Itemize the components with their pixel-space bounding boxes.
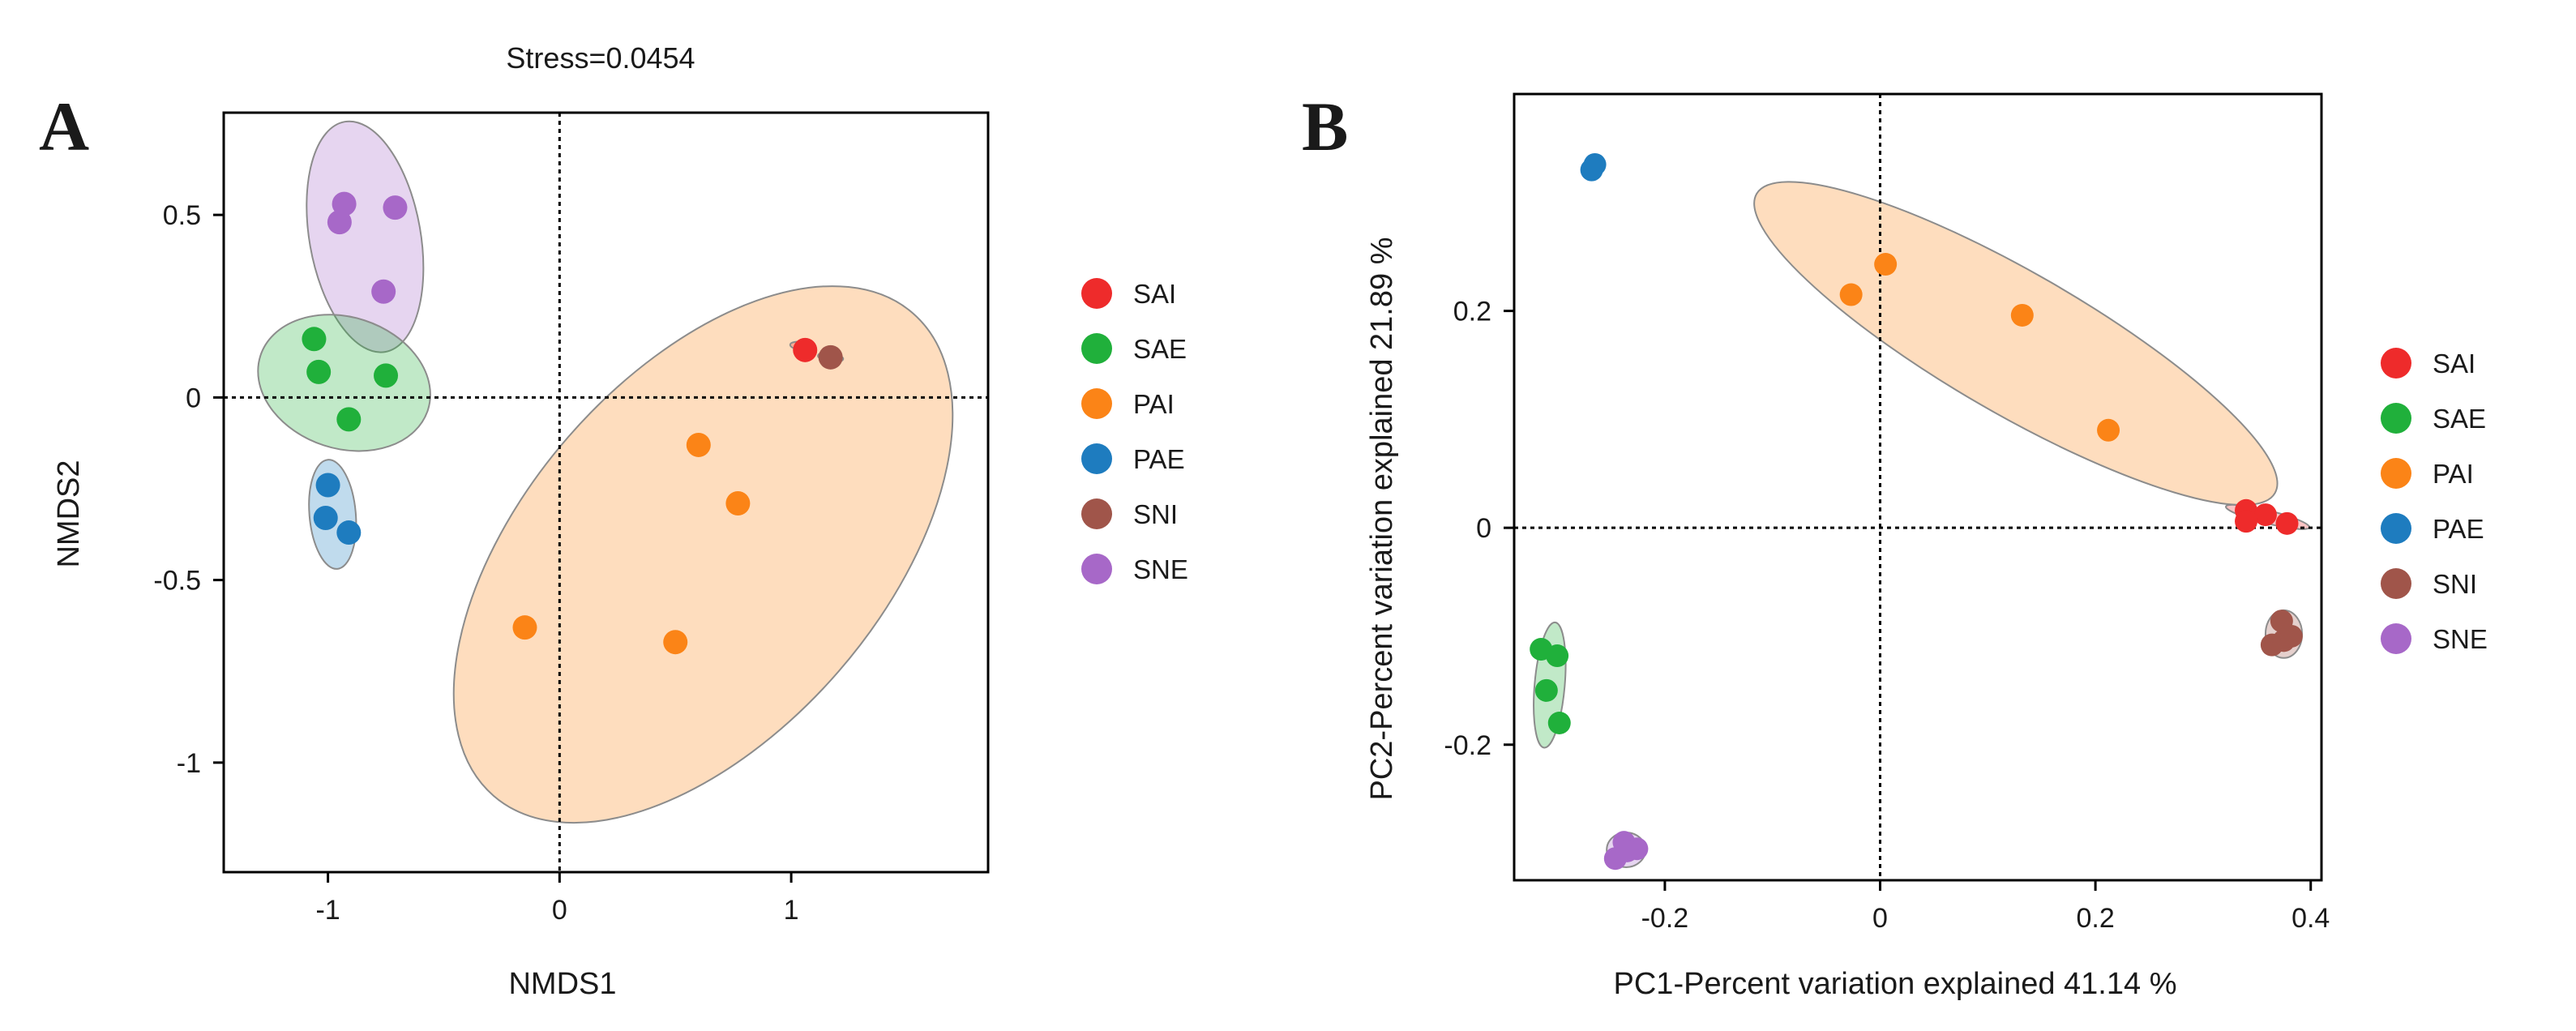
panel-b-point-sni-4 — [2279, 624, 2303, 648]
panel-b: B -0.2 0 0.2 0.4 0.2 0 -0.2 PC1-Percent variat… — [1302, 88, 2488, 1001]
panel-b-point-pai-4 — [2097, 418, 2120, 442]
panel-a-point-pae-3 — [336, 520, 362, 545]
panel-a-point-sae-4 — [336, 407, 362, 432]
panel-b-legend-marker-sai — [2381, 348, 2411, 379]
panel-a-point-sae-1 — [302, 327, 327, 352]
panel-b-letter: B — [1302, 88, 1348, 165]
panel-a-point-sne-4 — [371, 279, 396, 304]
panel-a-ellipse-pai — [452, 285, 954, 824]
panel-a-legend-marker-sni — [1081, 498, 1112, 529]
panel-b-legend-label-sne: SNE — [2433, 624, 2488, 654]
panel-b-ellipse-pai — [1753, 181, 2279, 507]
panel-a-x-tick-label: 1 — [784, 895, 799, 926]
panel-b-point-pai-1 — [1839, 283, 1863, 306]
panel-a-point-pae-2 — [313, 506, 338, 531]
panel-b-point-pai-2 — [1874, 253, 1898, 276]
panel-a-legend-marker-sne — [1081, 554, 1112, 584]
panel-a-legend: SAI SAE PAI PAE SNI SNE — [1081, 278, 1188, 584]
panel-b-x-tick-label: 0.4 — [2291, 903, 2330, 934]
panel-a-point-pae-1 — [315, 473, 340, 498]
panel-b-point-sae-2 — [1546, 644, 1569, 668]
panel-b-legend-label-sni: SNI — [2433, 569, 2477, 599]
panel-a-title: Stress=0.0454 — [506, 41, 695, 75]
panel-a-legend-marker-pae — [1081, 443, 1112, 474]
panel-b-x-tick-label: -0.2 — [1641, 903, 1689, 934]
panel-a: A Stress=0.0454 -1 0 1 0.5 0 -0.5 -1 NMDS1 NMD… — [39, 41, 1188, 1001]
panel-b-y-axis-label: PC2-Percent variation explained 21.89 % — [1365, 237, 1399, 801]
panel-b-legend-label-sai: SAI — [2433, 349, 2475, 379]
panel-b-legend-marker-pae — [2381, 513, 2411, 544]
panel-b-legend-marker-sae — [2381, 403, 2411, 434]
panel-a-legend-label-pai: PAI — [1133, 389, 1175, 419]
panel-a-legend-marker-pai — [1081, 388, 1112, 419]
panel-b-legend-label-pai: PAI — [2433, 459, 2474, 489]
panel-b-legend-marker-sni — [2381, 568, 2411, 599]
panel-b-point-pai-3 — [2010, 303, 2034, 327]
panel-a-point-pai-4 — [663, 630, 688, 655]
panel-a-legend-label-sae: SAE — [1133, 334, 1187, 364]
panel-a-legend-label-pae: PAE — [1133, 444, 1185, 474]
panel-b-plot-area: -0.2 0 0.2 0.4 0.2 0 -0.2 — [1444, 92, 2330, 934]
panel-b-legend-label-sae: SAE — [2433, 404, 2486, 434]
panel-a-plot-frame — [222, 111, 990, 874]
panel-b-point-sai-3 — [2275, 511, 2299, 535]
panel-b-legend-label-pae: PAE — [2433, 514, 2484, 544]
panel-a-ellipse-sae — [257, 314, 431, 452]
panel-b-point-sai-2 — [2253, 503, 2277, 527]
panel-a-legend-marker-sae — [1081, 333, 1112, 364]
panel-a-point-pai-3 — [512, 615, 537, 640]
panel-b-y-tick-label: -0.2 — [1444, 730, 1491, 761]
panel-a-y-axis-label: NMDS2 — [52, 460, 86, 567]
panel-a-point-sne-2 — [383, 195, 408, 220]
panel-b-x-tick-label: 0 — [1872, 903, 1888, 934]
panel-a-x-axis-label: NMDS1 — [508, 967, 616, 1001]
panel-a-point-sae-2 — [306, 359, 332, 384]
panel-b-point-sae-4 — [1547, 712, 1571, 734]
panel-a-point-sae-3 — [374, 363, 399, 388]
panel-a-legend-marker-sai — [1081, 278, 1112, 309]
panel-b-point-sae-3 — [1534, 678, 1558, 702]
panel-b-x-axis-label: PC1-Percent variation explained 41.14 % — [1614, 967, 2177, 1001]
panel-a-legend-label-sai: SAI — [1133, 279, 1176, 309]
panel-a-point-pai-1 — [686, 432, 711, 457]
panel-a-plot-area: -1 0 1 0.5 0 -0.5 -1 — [153, 111, 990, 926]
panel-b-plot-frame — [1513, 92, 2323, 882]
panel-b-y-tick-label: 0.2 — [1453, 297, 1491, 327]
panel-a-x-tick-label: -1 — [315, 895, 340, 926]
panel-a-point-sne-3 — [327, 210, 352, 235]
panel-b-point-sai-4 — [2235, 510, 2258, 533]
panel-a-point-pai-2 — [725, 491, 751, 516]
panel-a-legend-label-sni: SNI — [1133, 499, 1178, 529]
panel-a-legend-label-sne: SNE — [1133, 554, 1188, 584]
panel-b-x-tick-label: 0.2 — [2076, 903, 2114, 934]
panel-a-y-tick-label: -0.5 — [153, 566, 201, 597]
panel-b-point-sne-4 — [1615, 839, 1639, 862]
panel-b-legend-marker-sne — [2381, 623, 2411, 654]
panel-a-letter: A — [39, 88, 89, 165]
panel-b-legend-marker-pai — [2381, 458, 2411, 489]
panel-a-point-sne-1 — [332, 191, 357, 216]
panel-b-legend: SAI SAE PAI PAE SNI SNE — [2381, 348, 2488, 654]
panel-a-point-sai-1 — [793, 337, 818, 362]
panel-a-y-tick-label: -1 — [177, 748, 201, 779]
panel-a-x-tick-label: 0 — [552, 895, 567, 926]
panel-a-y-tick-label: 0.5 — [163, 200, 201, 231]
panel-b-y-tick-label: 0 — [1476, 513, 1491, 544]
panel-a-y-tick-label: 0 — [186, 383, 201, 413]
panel-a-point-sni-1 — [818, 344, 843, 370]
panel-b-point-pae-2 — [1580, 158, 1603, 182]
